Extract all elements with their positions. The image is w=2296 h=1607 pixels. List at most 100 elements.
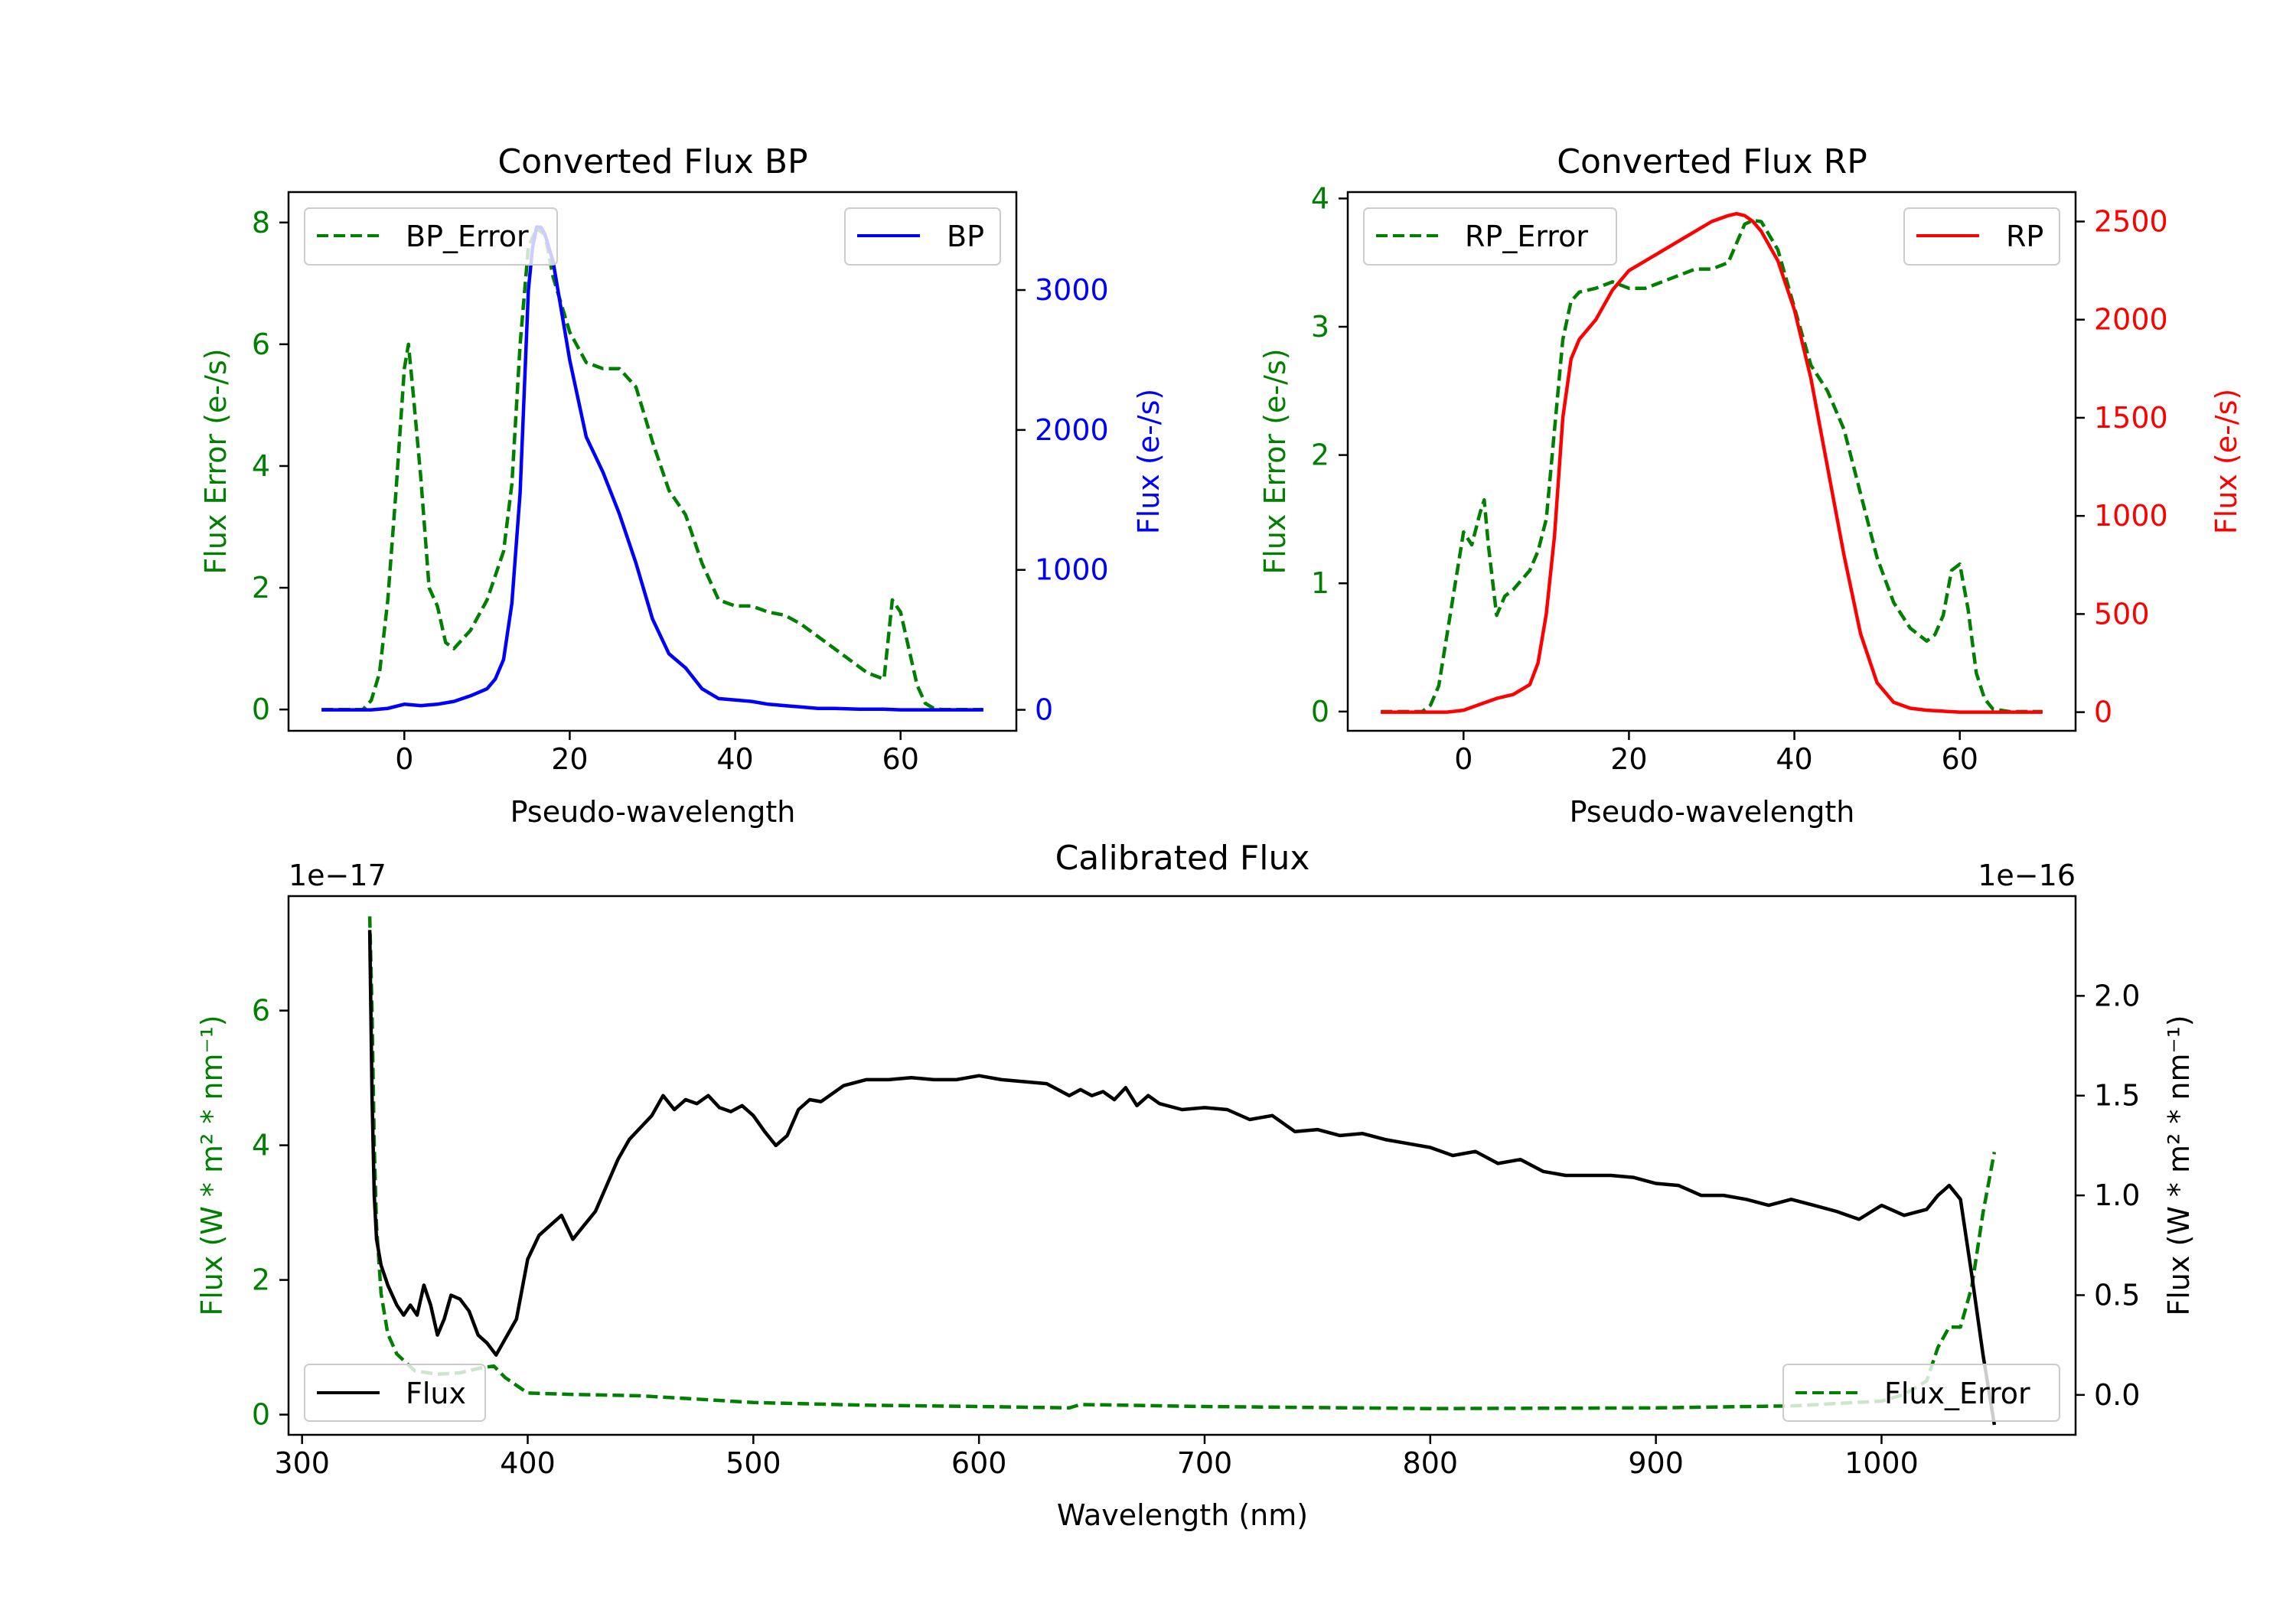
rp-series-rp-error xyxy=(1381,218,2043,714)
calibrated-right-y-tick-label: 1.0 xyxy=(2094,1178,2140,1212)
bp-series-layer xyxy=(321,225,983,712)
rp-right-y-tick-label: 1500 xyxy=(2094,401,2168,435)
flux-error-legend: Flux_Error xyxy=(1782,1364,2060,1422)
calibrated-x-tick-label: 700 xyxy=(1177,1446,1233,1480)
calibrated-left-y-tick-label: 0 xyxy=(252,1398,270,1432)
rp-legend: RP xyxy=(1903,207,2060,266)
bp-error-legend-box xyxy=(304,207,558,266)
calibrated-x-tick-label: 1000 xyxy=(1844,1446,1919,1480)
calibrated-right-y-ticks: 0.0 0.5 1.0 1.5 2.0 xyxy=(2076,979,2140,1412)
rp-right-y-tick-label: 1000 xyxy=(2094,499,2168,533)
calibrated-left-y-tick-label: 4 xyxy=(252,1129,270,1162)
bp-right-y-tick-label: 0 xyxy=(1035,693,1053,727)
rp-error-legend: RP_Error xyxy=(1363,207,1617,266)
bp-panel: Converted Flux BP 0 20 40 60 0 2 4 6 8 0 1000 200… xyxy=(199,142,1166,829)
rp-left-y-tick-label: 3 xyxy=(1311,310,1329,344)
calibrated-x-tick-label: 900 xyxy=(1628,1446,1684,1480)
flux-legend-box xyxy=(304,1364,486,1422)
rp-legend-label: RP xyxy=(2006,220,2043,253)
calibrated-x-tick-label: 300 xyxy=(274,1446,330,1480)
rp-right-y-tick-label: 0 xyxy=(2094,696,2112,729)
bp-right-y-tick-label: 3000 xyxy=(1035,273,1109,307)
calibrated-left-y-tick-label: 6 xyxy=(252,994,270,1028)
calibrated-x-axis-label: Wavelength (nm) xyxy=(1057,1498,1308,1532)
rp-right-y-tick-label: 500 xyxy=(2094,597,2150,631)
bp-legend: BP xyxy=(844,207,1001,266)
rp-panel: Converted Flux RP 0 20 40 60 0 1 2 3 4 0 500 1000… xyxy=(1258,142,2243,829)
rp-axes-frame xyxy=(1346,191,2077,732)
bp-series-bp xyxy=(321,225,983,712)
bp-legend-label: BP xyxy=(947,220,984,253)
bp-legend-box xyxy=(844,207,1001,266)
rp-x-ticks: 0 20 40 60 xyxy=(1454,731,1978,776)
rp-left-y-tick-label: 2 xyxy=(1311,438,1329,472)
calibrated-x-tick-label: 400 xyxy=(500,1446,556,1480)
bp-left-y-ticks: 0 2 4 6 8 xyxy=(252,206,289,726)
rp-error-legend-label: RP_Error xyxy=(1465,220,1588,253)
calibrated-left-offset-label: 1e−17 xyxy=(289,859,386,892)
bp-right-y-axis-label: Flux (e-/s) xyxy=(1132,389,1166,534)
flux-legend-label: Flux xyxy=(406,1377,466,1410)
rp-x-tick-label: 40 xyxy=(1776,742,1812,776)
bp-x-tick-label: 20 xyxy=(551,742,588,776)
rp-left-y-tick-label: 0 xyxy=(1311,695,1329,729)
bp-left-y-axis-label: Flux Error (e-/s) xyxy=(199,348,233,574)
bp-x-tick-label: 60 xyxy=(882,742,919,776)
rp-series-layer xyxy=(1381,211,2043,714)
calibrated-left-y-axis-label: Flux (W * m² * nm⁻¹) xyxy=(195,1015,229,1315)
bp-left-y-tick-label: 2 xyxy=(252,571,270,605)
rp-right-y-tick-label: 2500 xyxy=(2094,204,2168,238)
rp-x-axis-label: Pseudo-wavelength xyxy=(1570,795,1855,829)
rp-right-y-axis-label: Flux (e-/s) xyxy=(2210,389,2243,534)
rp-x-tick-label: 0 xyxy=(1454,742,1473,776)
bp-title: Converted Flux BP xyxy=(497,142,807,181)
rp-left-y-tick-label: 4 xyxy=(1311,181,1329,215)
bp-series-bp-error xyxy=(321,227,983,712)
bp-error-legend: BP_Error xyxy=(304,207,558,266)
flux-legend: Flux xyxy=(304,1364,486,1422)
rp-x-tick-label: 20 xyxy=(1610,742,1647,776)
rp-error-legend-box xyxy=(1363,207,1617,266)
bp-left-y-tick-label: 8 xyxy=(252,206,270,240)
calibrated-left-y-ticks: 0 2 4 6 xyxy=(252,994,289,1432)
calibrated-axes-frame xyxy=(287,895,2077,1436)
bp-left-y-tick-label: 4 xyxy=(252,449,270,483)
calibrated-x-tick-label: 800 xyxy=(1403,1446,1459,1480)
bp-right-y-ticks: 0 1000 2000 3000 xyxy=(1016,273,1109,727)
bp-x-tick-label: 0 xyxy=(395,742,413,776)
calibrated-x-tick-label: 500 xyxy=(726,1446,781,1480)
calibrated-right-y-tick-label: 1.5 xyxy=(2094,1079,2140,1113)
rp-x-tick-label: 60 xyxy=(1942,742,1978,776)
bp-right-y-tick-label: 2000 xyxy=(1035,413,1109,447)
calibrated-right-y-axis-label: Flux (W * m² * nm⁻¹) xyxy=(2162,1015,2196,1315)
flux-error-legend-label: Flux_Error xyxy=(1884,1377,2030,1410)
rp-title: Converted Flux RP xyxy=(1557,142,1867,181)
calibrated-x-tick-label: 600 xyxy=(951,1446,1007,1480)
rp-left-y-axis-label: Flux Error (e-/s) xyxy=(1258,348,1292,574)
calibrated-title: Calibrated Flux xyxy=(1055,839,1310,878)
calibrated-right-y-tick-label: 2.0 xyxy=(2094,979,2140,1012)
rp-series-rp xyxy=(1381,211,2043,714)
flux-error-legend-box xyxy=(1782,1364,2060,1422)
calibrated-right-offset-label: 1e−16 xyxy=(1978,859,2076,892)
calibrated-panel: Calibrated Flux 300 400 500 600 700 800 900 100… xyxy=(195,839,2196,1532)
rp-legend-box xyxy=(1903,207,2060,266)
calibrated-x-ticks: 300 400 500 600 700 800 900 1000 xyxy=(274,1435,1919,1480)
rp-right-y-ticks: 0 500 1000 1500 2000 2500 xyxy=(2076,204,2168,729)
calibrated-right-y-tick-label: 0.0 xyxy=(2094,1378,2140,1412)
bp-axes-frame xyxy=(287,191,1018,732)
calibrated-left-y-tick-label: 2 xyxy=(252,1263,270,1297)
bp-x-axis-label: Pseudo-wavelength xyxy=(510,795,796,829)
bp-error-legend-label: BP_Error xyxy=(406,220,529,253)
calibrated-right-y-tick-label: 0.5 xyxy=(2094,1278,2140,1312)
bp-left-y-tick-label: 0 xyxy=(252,693,270,726)
rp-left-y-tick-label: 1 xyxy=(1311,566,1329,600)
rp-right-y-tick-label: 2000 xyxy=(2094,303,2168,337)
bp-x-tick-label: 40 xyxy=(716,742,753,776)
bp-left-y-tick-label: 6 xyxy=(252,328,270,361)
calibrated-series-flux xyxy=(367,930,1997,1426)
bp-x-ticks: 0 20 40 60 xyxy=(395,731,919,776)
rp-left-y-ticks: 0 1 2 3 4 xyxy=(1311,181,1348,729)
